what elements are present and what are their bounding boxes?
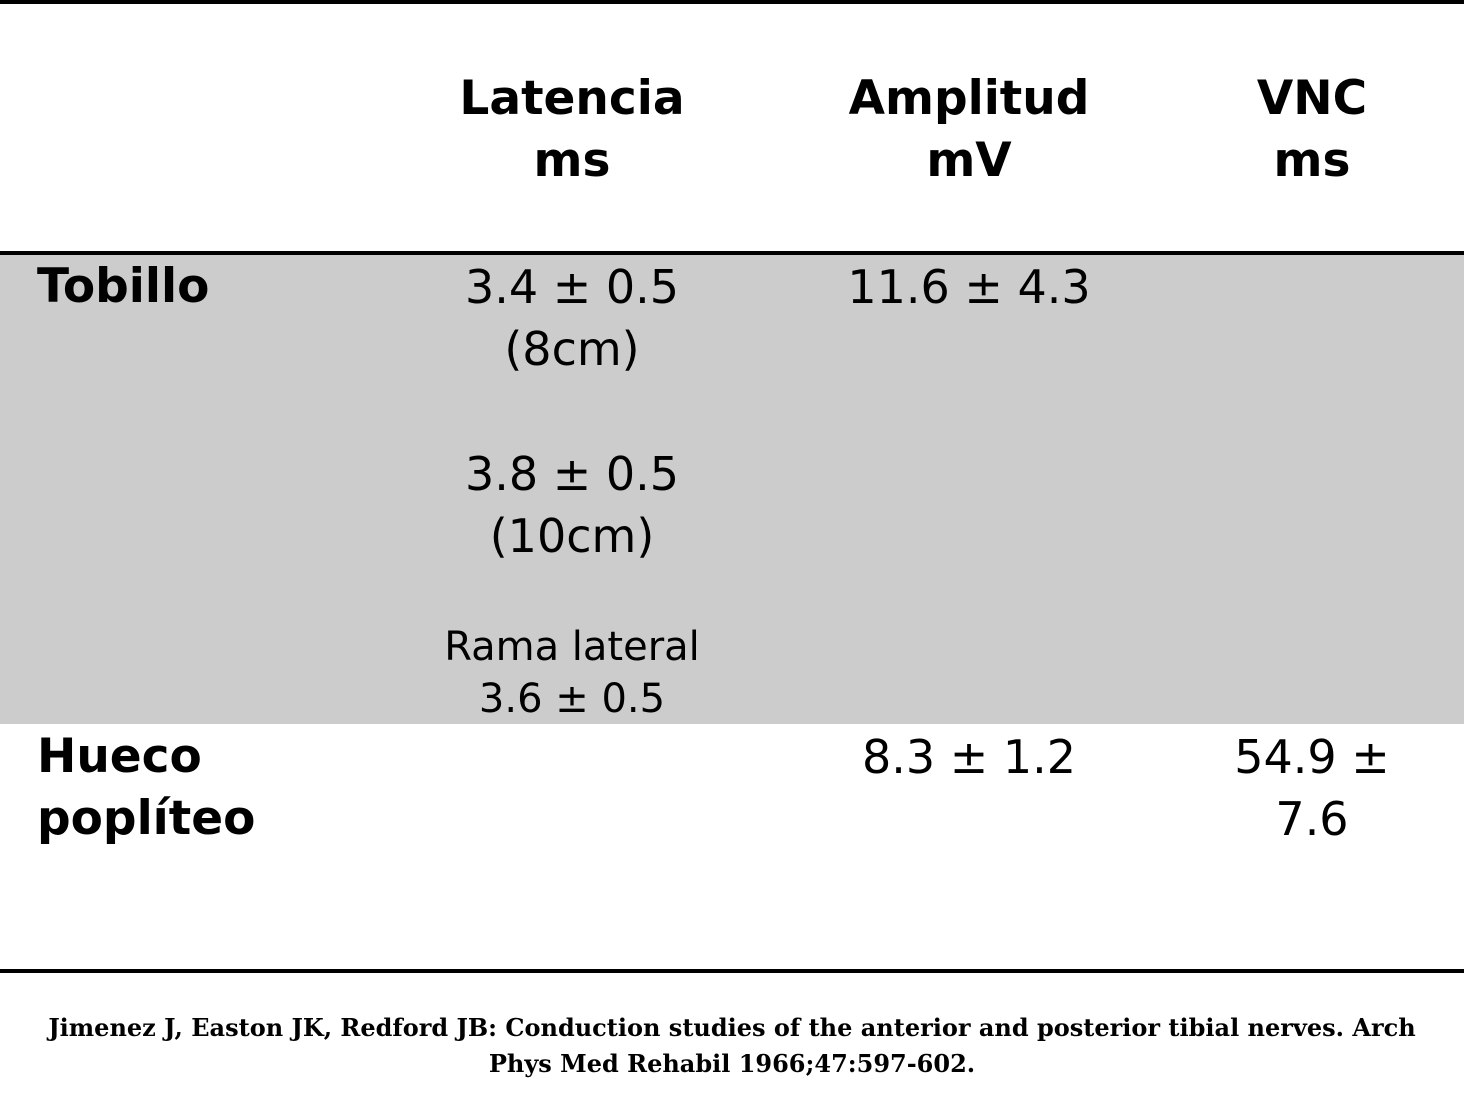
top-rule <box>0 0 1464 4</box>
rama-lateral-value: 3.6 ± 0.5 <box>478 676 666 722</box>
header-latencia: Latencia ms <box>400 68 744 192</box>
latencia-10cm-distance: (10cm) <box>489 509 655 563</box>
bottom-rule <box>0 969 1464 973</box>
header-latencia-title: Latencia <box>459 71 685 126</box>
hueco-amplitud-value: 8.3 ± 1.2 <box>861 730 1077 784</box>
cell-tobillo-amplitud: 11.6 ± 4.3 <box>790 256 1148 318</box>
header-amplitud-title: Amplitud <box>848 71 1090 126</box>
row-label-tobillo-text: Tobillo <box>37 259 210 314</box>
row-label-hueco-line1: Hueco <box>37 729 202 784</box>
header-rule <box>0 251 1464 255</box>
header-amplitud: Amplitud mV <box>790 68 1148 192</box>
cell-tobillo-latencia-8cm: 3.4 ± 0.5 (8cm) <box>400 256 744 380</box>
citation: Jimenez J, Easton JK, Redford JB: Conduc… <box>20 1010 1444 1082</box>
latencia-8cm-distance: (8cm) <box>504 322 640 376</box>
row-label-tobillo: Tobillo <box>37 256 209 318</box>
row-label-hueco-line2: poplíteo <box>37 791 256 846</box>
header-vnc-unit: ms <box>1273 133 1351 188</box>
latencia-10cm-value: 3.8 ± 0.5 <box>464 447 680 501</box>
citation-line1: Jimenez J, Easton JK, Redford JB: Conduc… <box>48 1013 1416 1042</box>
tobillo-amplitud-value: 11.6 ± 4.3 <box>847 260 1091 314</box>
header-latencia-unit: ms <box>533 133 611 188</box>
cell-hueco-vnc: 54.9 ± 7.6 <box>1170 726 1454 850</box>
hueco-vnc-value-line2: 7.6 <box>1275 792 1349 846</box>
header-vnc-title: VNC <box>1256 71 1368 126</box>
citation-line2: Phys Med Rehabil 1966;47:597-602. <box>488 1049 976 1078</box>
header-amplitud-unit: mV <box>926 133 1012 188</box>
cell-tobillo-latencia-rama-lateral: Rama lateral 3.6 ± 0.5 <box>400 621 744 725</box>
row-label-hueco-popliteo: Hueco poplíteo <box>37 726 255 850</box>
latencia-8cm-value: 3.4 ± 0.5 <box>464 260 680 314</box>
tobillo-row-background <box>0 255 1464 724</box>
cell-hueco-amplitud: 8.3 ± 1.2 <box>790 726 1148 788</box>
rama-lateral-label: Rama lateral <box>444 624 700 670</box>
cell-tobillo-latencia-10cm: 3.8 ± 0.5 (10cm) <box>400 443 744 567</box>
header-vnc: VNC ms <box>1170 68 1454 192</box>
hueco-vnc-value-line1: 54.9 ± <box>1234 730 1390 784</box>
